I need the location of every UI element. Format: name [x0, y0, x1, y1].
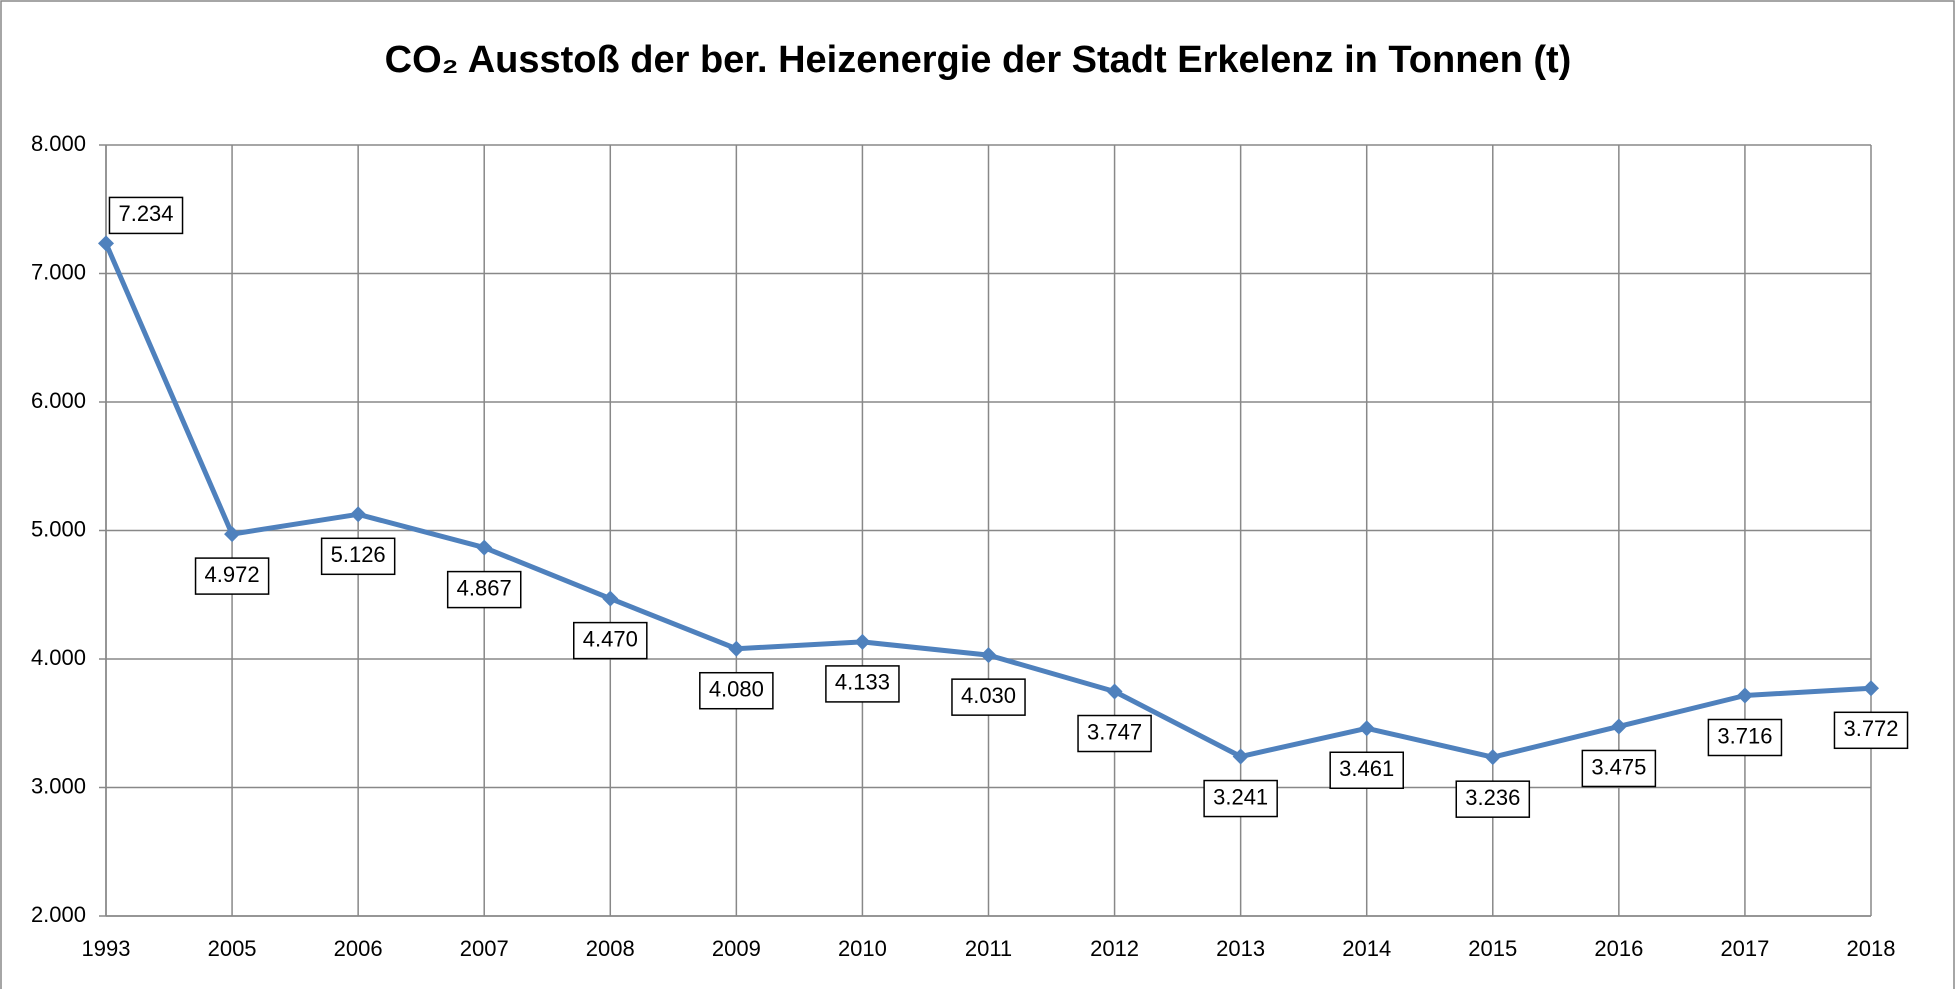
x-tick-label: 2014: [1342, 936, 1391, 961]
y-tick-label: 6.000: [31, 388, 86, 413]
data-label: 3.241: [1213, 784, 1268, 809]
data-label: 3.772: [1843, 716, 1898, 741]
data-label-box: [1707, 718, 1783, 757]
marker: [1232, 748, 1249, 765]
x-tick-label: 2018: [1847, 936, 1896, 961]
marker: [728, 640, 745, 657]
data-label-box: [446, 570, 522, 609]
y-tick-label: 2.000: [31, 902, 86, 927]
data-label: 7.234: [118, 201, 173, 226]
data-label-box: [1329, 751, 1404, 790]
marker: [1484, 749, 1501, 766]
data-label-box: [951, 678, 1026, 716]
x-tick-label: 2012: [1090, 936, 1139, 961]
marker: [350, 506, 367, 523]
data-label: 4.030: [961, 683, 1016, 708]
y-tick-label: 7.000: [31, 259, 86, 284]
data-label: 3.461: [1339, 756, 1394, 781]
data-label: 4.867: [457, 575, 512, 600]
x-tick-label: 2013: [1216, 936, 1265, 961]
x-tick-label: 2011: [965, 936, 1012, 961]
data-label: 4.470: [583, 626, 638, 651]
x-tick-label: 2017: [1720, 936, 1769, 961]
marker: [224, 526, 241, 543]
x-tick-label: 2005: [208, 936, 257, 961]
data-label: 5.126: [331, 542, 386, 567]
x-tick-label: 1993: [82, 936, 131, 961]
data-label: 4.972: [205, 562, 260, 587]
data-label: 4.080: [709, 677, 764, 702]
data-label-box: [194, 557, 270, 595]
chart-title: CO₂ Ausstoß der ber. Heizenergie der Sta…: [385, 39, 1572, 81]
data-label-box: [320, 537, 396, 576]
marker: [98, 235, 114, 252]
marker: [980, 647, 997, 664]
data-label: 3.475: [1591, 754, 1646, 779]
marker: [1610, 718, 1627, 735]
marker: [602, 590, 619, 607]
x-tick-label: 2015: [1468, 936, 1517, 961]
data-label-box: [1455, 780, 1531, 818]
data-label-box: [699, 671, 774, 710]
data-label: 3.716: [1717, 723, 1772, 748]
marker: [1106, 683, 1123, 700]
x-tick-label: 2009: [712, 936, 761, 961]
data-label-box: [825, 665, 900, 703]
data-label-box: [1833, 711, 1909, 750]
x-tick-label: 2006: [334, 936, 383, 961]
marker: [1736, 687, 1753, 704]
marker: [1358, 720, 1375, 737]
data-label-box: [573, 621, 648, 660]
y-tick-label: 4.000: [31, 645, 86, 670]
x-tick-label: 2007: [460, 936, 509, 961]
x-tick-label: 2010: [838, 936, 887, 961]
data-label-box: [108, 196, 184, 235]
data-label-box: [1581, 749, 1657, 788]
y-tick-label: 3.000: [31, 773, 86, 798]
marker: [476, 539, 493, 556]
x-tick-label: 2016: [1594, 936, 1643, 961]
data-label: 3.747: [1087, 719, 1142, 744]
data-label: 3.236: [1465, 785, 1520, 810]
marker: [1863, 680, 1879, 697]
y-tick-label: 5.000: [31, 516, 86, 541]
data-label-box: [1077, 714, 1152, 753]
marker: [854, 633, 871, 650]
y-tick-label: 8.000: [31, 131, 86, 156]
x-tick-label: 2008: [586, 936, 635, 961]
data-label: 4.133: [835, 670, 890, 695]
data-label-box: [1203, 779, 1278, 818]
